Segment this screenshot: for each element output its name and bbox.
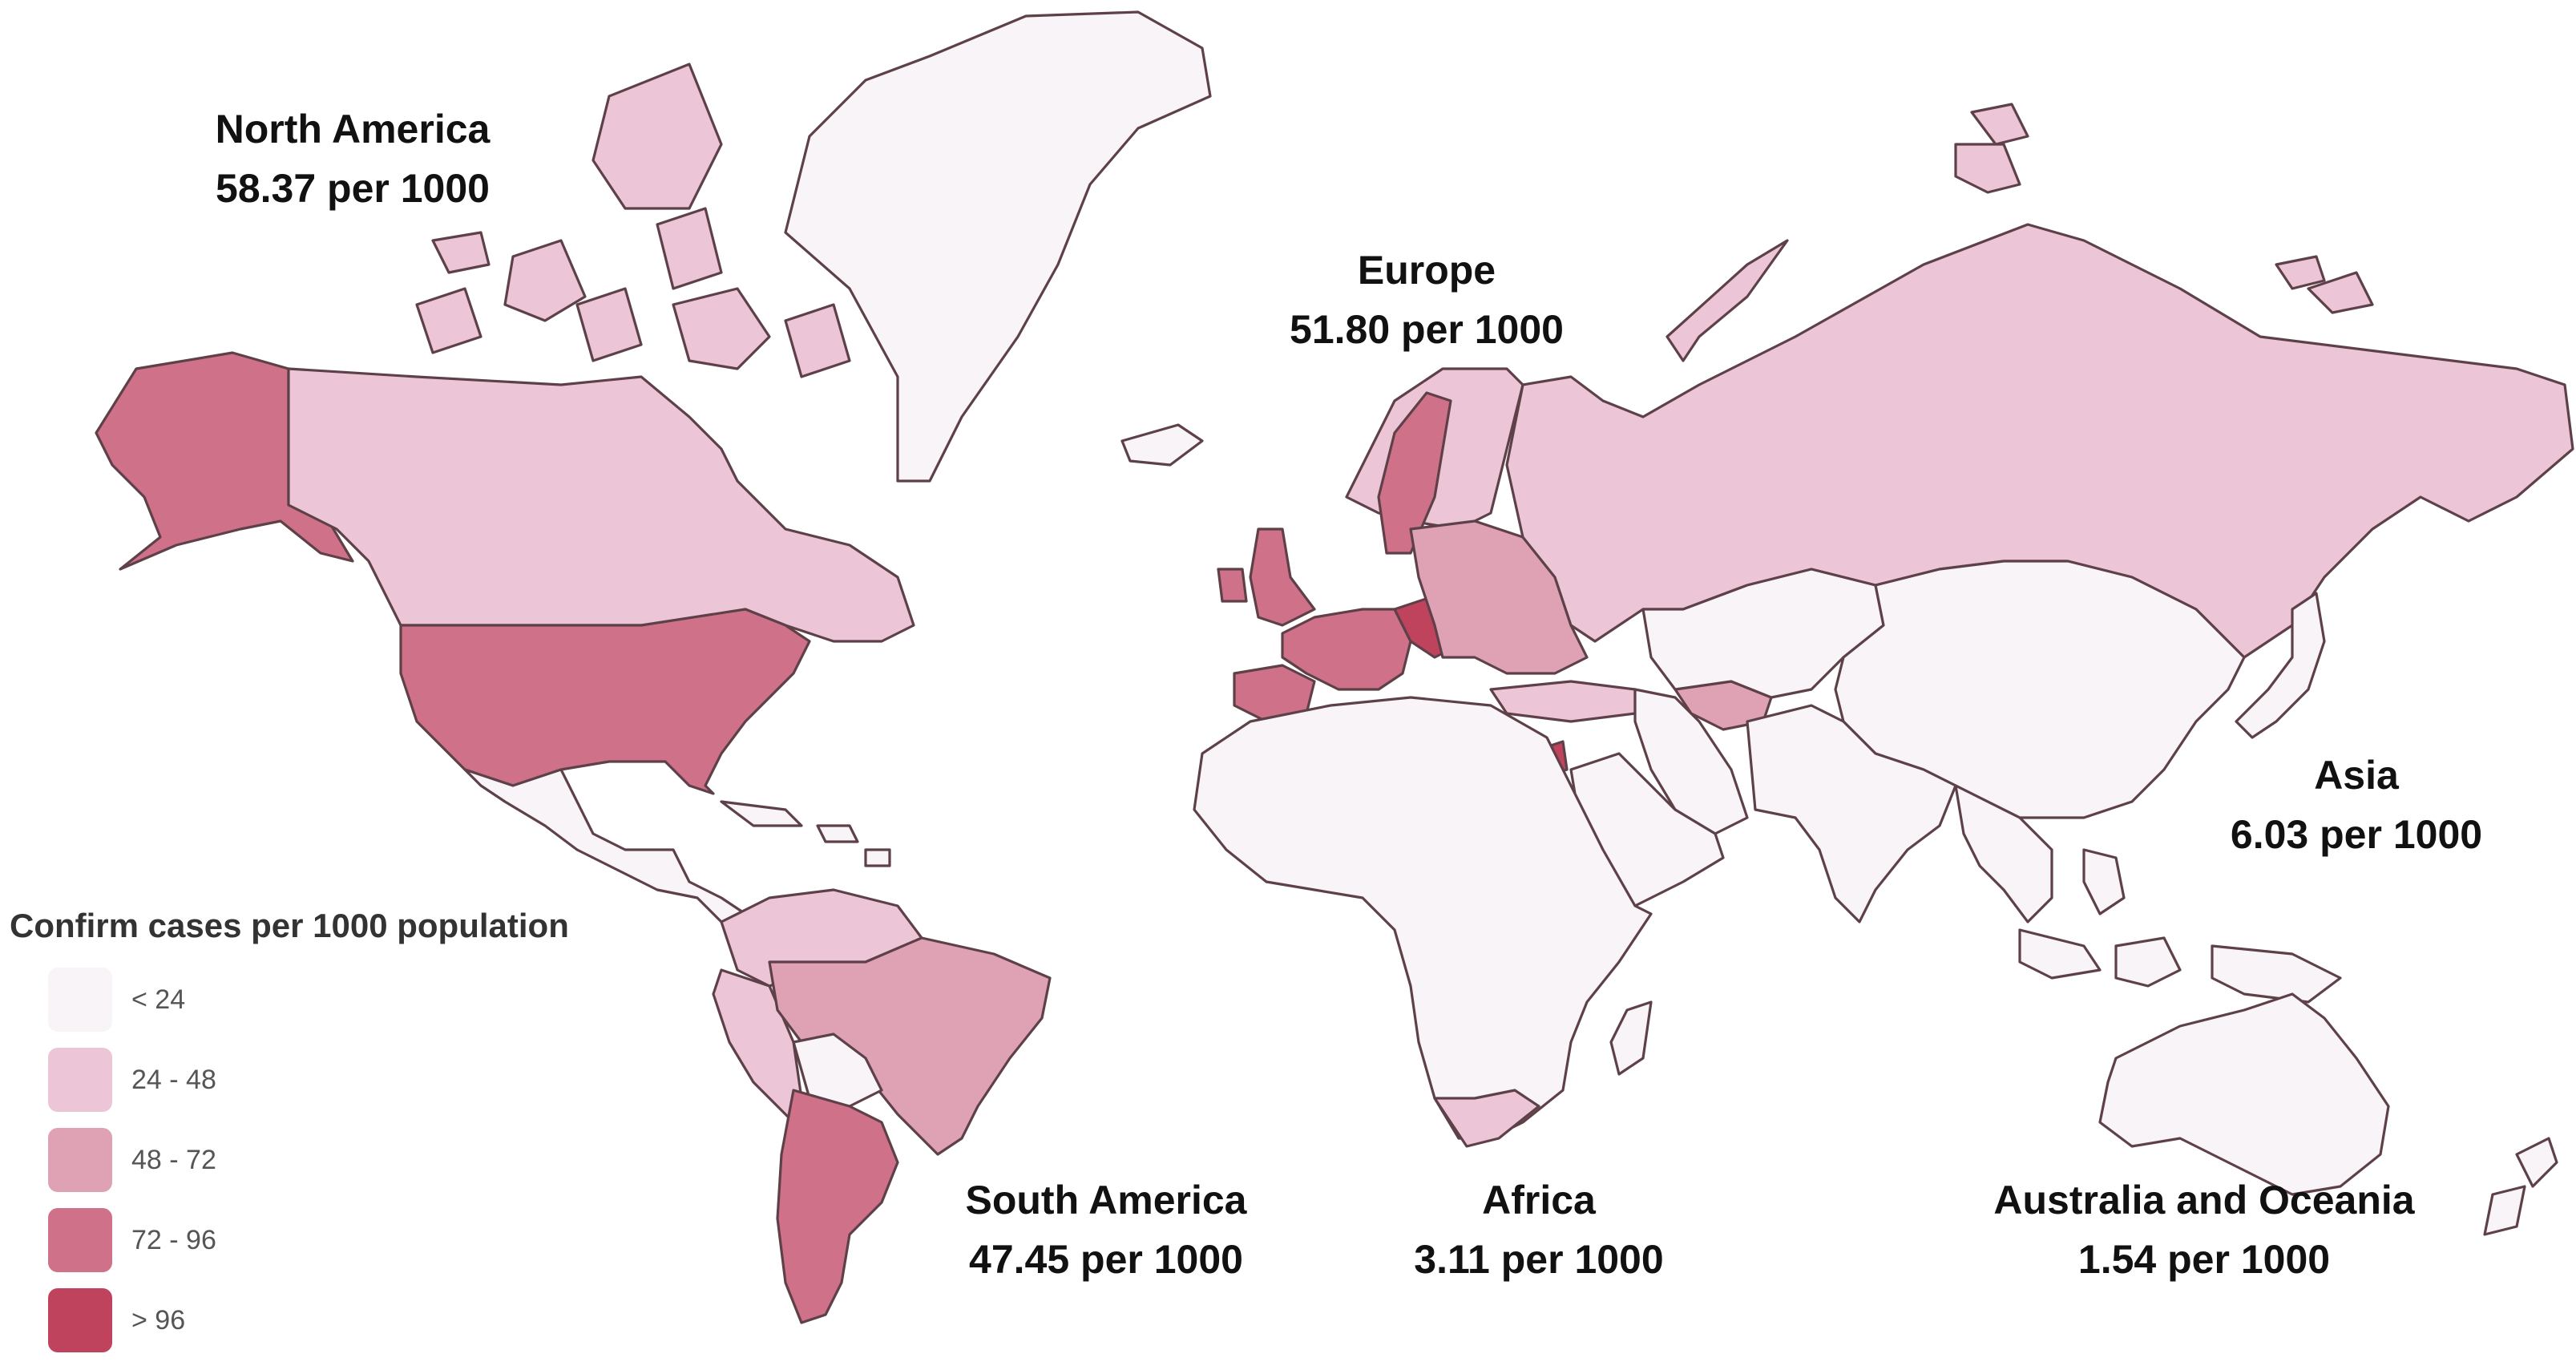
legend-label: 24 - 48 [131, 1064, 216, 1095]
map-shape-china-mongolia [1834, 560, 2246, 819]
legend-title: Confirm cases per 1000 population [10, 907, 569, 944]
legend-swatch [48, 1208, 112, 1272]
country-shapes [95, 10, 2574, 1324]
legend-swatch [48, 1288, 112, 1352]
legend-item: 72 - 96 [10, 1200, 683, 1280]
map-shape-madagascar [1609, 1000, 1653, 1076]
region-name: South America [965, 1178, 1247, 1222]
map-shape-canada [287, 367, 915, 643]
region-label-asia: Asia 6.03 per 1000 [2132, 746, 2576, 864]
region-label-africa: Africa 3.11 per 1000 [1330, 1170, 1747, 1289]
map-shape-sweden [1377, 391, 1452, 555]
map-shape-uk-ireland [1217, 527, 1316, 627]
region-name: Australia and Oceania [1993, 1178, 2415, 1222]
map-shape-russia-islands [1666, 103, 2374, 362]
region-value: 47.45 per 1000 [969, 1237, 1243, 1282]
map-shape-africa [1193, 696, 1653, 1140]
map-shape-canada-islands [415, 63, 851, 378]
region-name: North America [215, 107, 491, 152]
legend-item: < 24 [10, 960, 683, 1040]
map-shape-japan [2235, 592, 2326, 739]
legend-swatch [48, 1048, 112, 1112]
region-name: Asia [2314, 753, 2399, 798]
map-shape-australia [2098, 992, 2390, 1196]
region-value: 51.80 per 1000 [1290, 307, 1564, 352]
map-shape-argentina-chile [776, 1089, 899, 1324]
region-label-australia-oceania: Australia and Oceania 1.54 per 1000 [1892, 1170, 2517, 1289]
map-legend: Confirm cases per 1000 population < 24 2… [10, 902, 683, 1360]
region-value: 3.11 per 1000 [1414, 1237, 1664, 1282]
legend-swatch [48, 1128, 112, 1192]
region-name: Europe [1357, 248, 1496, 293]
legend-item: 24 - 48 [10, 1040, 683, 1120]
legend-label: < 24 [131, 984, 186, 1015]
map-shape-western-europe [1281, 608, 1412, 691]
legend-item: > 96 [10, 1280, 683, 1360]
legend-item: 48 - 72 [10, 1120, 683, 1200]
region-label-south-america: South America 47.45 per 1000 [866, 1170, 1347, 1289]
region-label-europe: Europe 51.80 per 1000 [1202, 240, 1651, 359]
region-value: 1.54 per 1000 [2077, 1237, 2331, 1282]
region-value: 6.03 per 1000 [2230, 812, 2483, 857]
region-name: Africa [1482, 1178, 1596, 1222]
map-shape-caribbean [720, 800, 891, 867]
map-shape-south-asia [1746, 704, 1957, 923]
map-shape-south-africa [1433, 1089, 1540, 1148]
map-shape-mexico-central-america [463, 768, 747, 923]
map-shape-iceland [1120, 423, 1204, 467]
legend-swatch [48, 968, 112, 1032]
map-shape-southeast-asia [1954, 784, 2126, 923]
region-value: 58.37 per 1000 [216, 166, 490, 211]
map-shape-usa [399, 608, 811, 795]
map-shape-turkey [1489, 680, 1637, 723]
region-label-north-america: North America 58.37 per 1000 [136, 99, 569, 218]
legend-label: > 96 [131, 1304, 186, 1336]
map-shape-greenland [784, 10, 1212, 483]
map-shape-new-zealand [2483, 1137, 2558, 1236]
legend-label: 48 - 72 [131, 1144, 216, 1175]
map-shape-indonesia [2018, 928, 2342, 1004]
legend-label: 72 - 96 [131, 1224, 216, 1255]
